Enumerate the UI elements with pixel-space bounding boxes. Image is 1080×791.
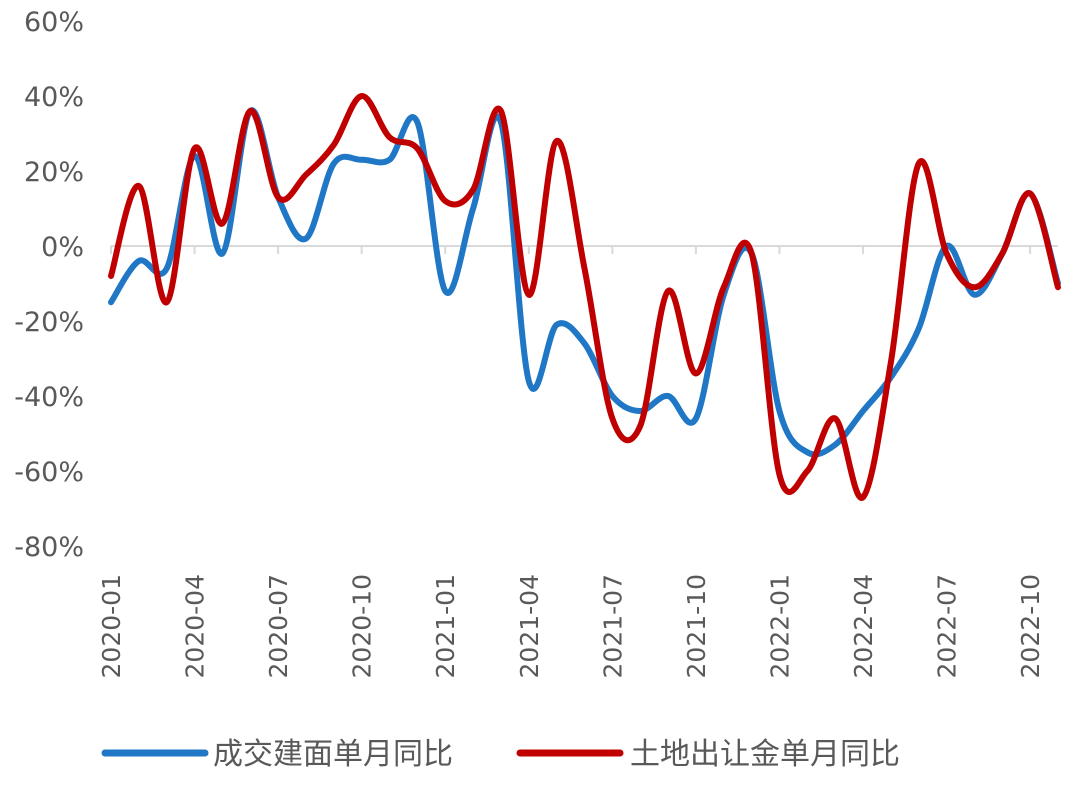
y-axis-labels: 60% 40% 20% 0% -20% -40% -60% -80% <box>14 7 84 563</box>
x-tick-label: 2020-10 <box>348 574 377 678</box>
x-tick-label: 2022-01 <box>765 574 794 678</box>
legend-label: 土地出让金单月同比 <box>630 737 900 772</box>
x-tick-label: 2020-07 <box>264 574 293 678</box>
x-axis-labels: 2020-01 2020-04 2020-07 2020-10 2021-01 2021-… <box>97 574 1045 678</box>
x-tick-label: 2020-04 <box>181 574 210 678</box>
legend: 成交建面单月同比 土地出让金单月同比 <box>101 737 900 772</box>
x-tick-label: 2021-01 <box>431 574 460 678</box>
legend-label: 成交建面单月同比 <box>213 737 453 772</box>
legend-item-2: 土地出让金单月同比 <box>516 737 900 772</box>
y-tick-label: 0% <box>41 232 84 263</box>
y-tick-label: -20% <box>14 307 84 338</box>
y-tick-label: -80% <box>14 532 84 563</box>
y-tick-label: -40% <box>14 382 84 413</box>
series-line-2 <box>108 93 1061 501</box>
x-tick-label: 2022-10 <box>1016 574 1045 678</box>
series-lines <box>108 93 1061 501</box>
legend-item-1: 成交建面单月同比 <box>101 737 453 772</box>
x-tick-label: 2021-07 <box>598 574 627 678</box>
y-tick-label: -60% <box>14 457 84 488</box>
x-axis-ticks <box>110 246 1032 254</box>
x-tick-label: 2020-01 <box>97 574 126 678</box>
y-tick-label: 20% <box>24 157 84 188</box>
y-tick-label: 40% <box>24 82 84 113</box>
x-tick-label: 2021-10 <box>682 574 711 678</box>
y-tick-label: 60% <box>24 7 84 38</box>
x-tick-label: 2021-04 <box>515 574 544 678</box>
x-tick-label: 2022-07 <box>933 574 962 678</box>
x-tick-label: 2022-04 <box>849 574 878 678</box>
